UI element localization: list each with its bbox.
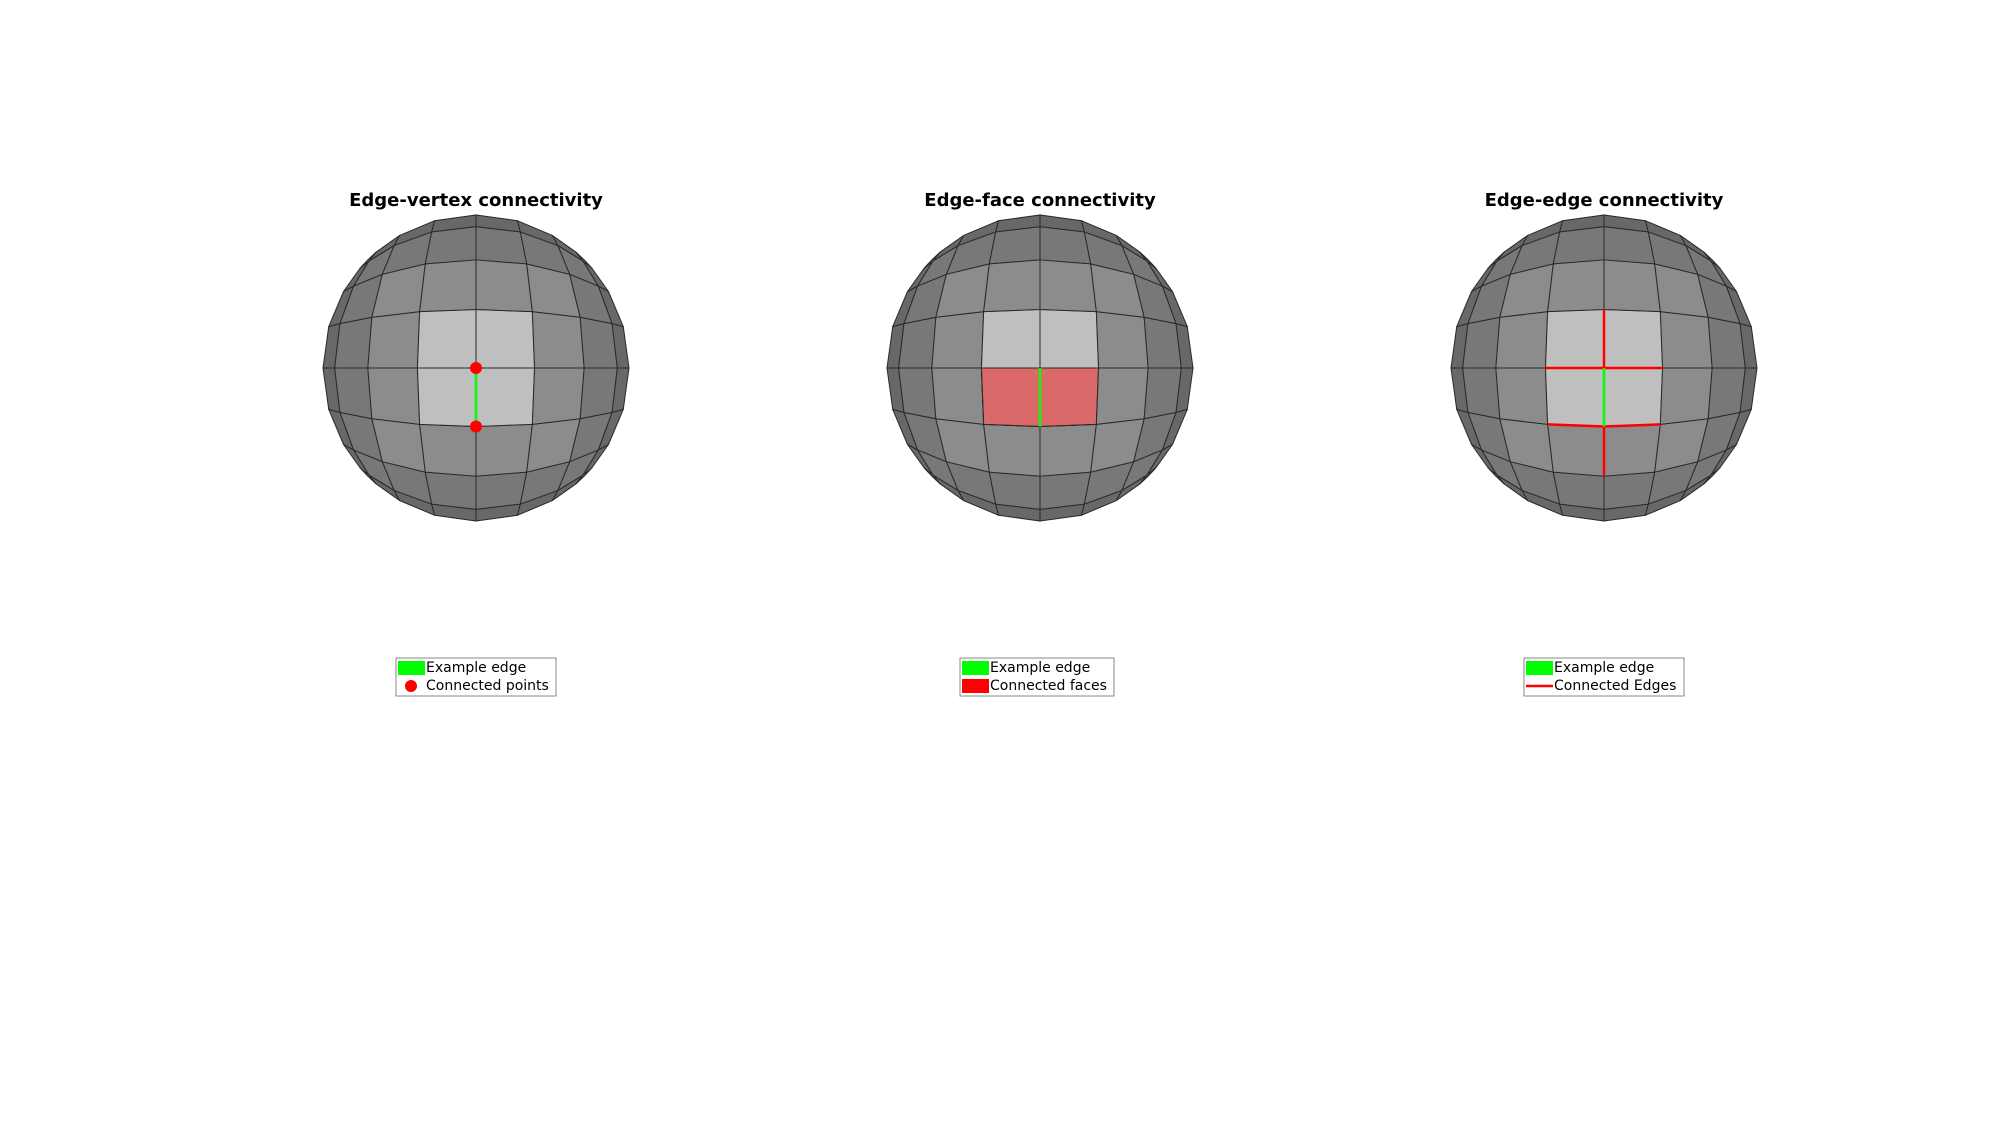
sphere-mesh: [886, 214, 1194, 522]
connected-point: [470, 420, 482, 433]
mesh-face: [531, 367, 585, 425]
mesh-face: [419, 423, 477, 477]
legend-label: Example edge: [426, 660, 526, 676]
mesh-face: [334, 316, 373, 369]
mesh-face: [1039, 471, 1092, 510]
mesh-face: [475, 471, 528, 510]
legend-label: Connected points: [426, 678, 549, 694]
mesh-face: [1039, 423, 1097, 477]
mesh-face: [898, 367, 937, 420]
mesh-face: [1544, 308, 1605, 369]
mesh-face: [898, 316, 937, 369]
mesh-face: [1095, 367, 1149, 425]
connected-edge: [1547, 423, 1605, 428]
sphere-mesh: [322, 214, 630, 522]
mesh-face: [475, 308, 536, 369]
mesh-face: [1603, 367, 1664, 428]
connected-face: [980, 367, 1041, 428]
mesh-face: [1603, 259, 1661, 313]
mesh-face: [988, 471, 1041, 510]
mesh-face: [367, 311, 421, 369]
mesh-face: [367, 367, 421, 425]
panel: Edge-face connectivity Example edge Connec…: [886, 190, 1194, 697]
connected-edge: [1603, 423, 1661, 428]
mesh-face: [416, 308, 477, 369]
mesh-face: [1659, 311, 1713, 369]
mesh-face: [416, 367, 477, 428]
panel: Edge-edge connectivity Example edge Connec…: [1450, 190, 1758, 697]
mesh-face: [1039, 308, 1100, 369]
mesh-face: [1462, 367, 1501, 420]
mesh-face: [1462, 316, 1501, 369]
legend-swatch: [962, 661, 989, 675]
mesh-face: [475, 423, 533, 477]
mesh-face: [1495, 311, 1549, 369]
mesh-face: [1547, 423, 1605, 477]
mesh-face: [1603, 471, 1656, 510]
mesh-face: [1552, 471, 1605, 510]
legend-swatch: [398, 661, 425, 675]
mesh-face: [1603, 423, 1661, 477]
connected-point: [470, 362, 482, 374]
mesh-face: [475, 259, 533, 313]
mesh-face: [531, 311, 585, 369]
legend: Example edge Connected faces: [959, 657, 1115, 697]
panel-title: Edge-face connectivity: [924, 190, 1156, 211]
mesh-face: [931, 367, 985, 425]
panel-title: Edge-edge connectivity: [1485, 190, 1724, 211]
legend-swatch: [1526, 661, 1553, 675]
panel-title: Edge-vertex connectivity: [349, 190, 603, 211]
legend-label: Connected Edges: [1554, 678, 1676, 694]
mesh-face: [1603, 308, 1664, 369]
mesh-face: [424, 471, 477, 510]
connected-face: [1039, 367, 1100, 428]
mesh-face: [983, 259, 1041, 313]
mesh-face: [1495, 367, 1549, 425]
mesh-face: [1659, 367, 1713, 425]
mesh-face: [1095, 311, 1149, 369]
mesh-face: [931, 311, 985, 369]
mesh-face: [980, 308, 1041, 369]
sphere-mesh: [1450, 214, 1758, 522]
legend: Example edge Connected points: [395, 657, 557, 697]
legend-label: Example edge: [1554, 660, 1654, 676]
mesh-face: [575, 251, 593, 269]
panel: Edge-vertex connectivity Example edge Conn…: [322, 190, 630, 697]
mesh-face: [1544, 367, 1605, 428]
legend-swatch: [962, 679, 989, 693]
mesh-face: [475, 367, 536, 428]
mesh-face: [1703, 251, 1721, 269]
mesh-face: [1139, 251, 1157, 269]
mesh-face: [419, 259, 477, 313]
legend-swatch: [405, 680, 417, 692]
legend: Example edge Connected Edges: [1523, 657, 1685, 697]
mesh-face: [1039, 259, 1097, 313]
legend-label: Example edge: [990, 660, 1090, 676]
mesh-face: [334, 367, 373, 420]
mesh-face: [1547, 259, 1605, 313]
mesh-face: [983, 423, 1041, 477]
legend-label: Connected faces: [990, 678, 1107, 694]
